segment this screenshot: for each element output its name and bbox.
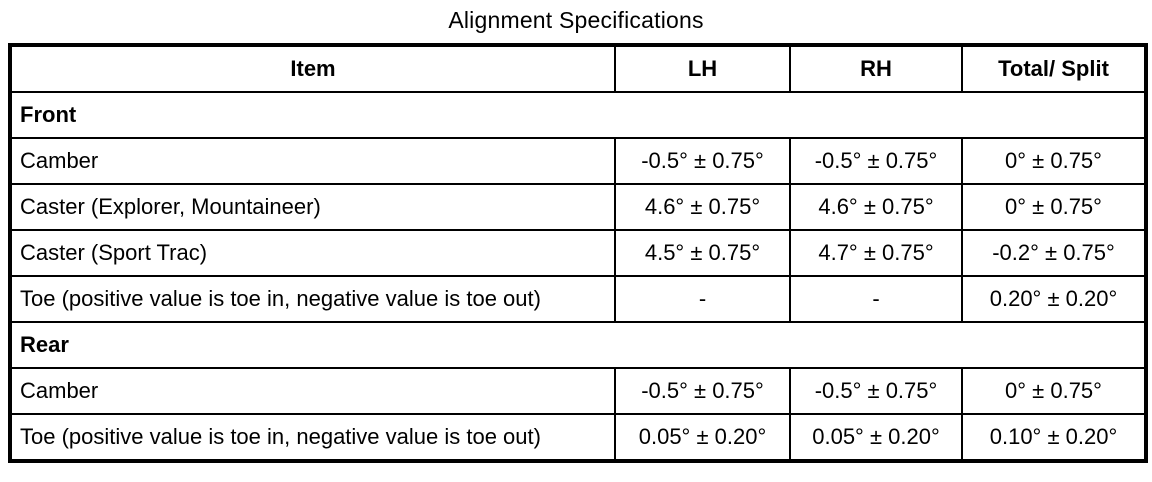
lh-cell: -0.5° ± 0.75° <box>614 367 791 415</box>
rh-cell: 4.6° ± 0.75° <box>789 183 963 231</box>
section-label-front: Front <box>9 91 1147 139</box>
rh-cell: - <box>789 275 963 323</box>
total-split-cell: 0° ± 0.75° <box>961 367 1147 415</box>
table-row: Caster (Explorer, Mountaineer) 4.6° ± 0.… <box>9 183 1147 231</box>
table-row: Toe (positive value is toe in, negative … <box>9 413 1147 462</box>
header-rh: RH <box>789 44 963 93</box>
total-split-cell: -0.2° ± 0.75° <box>961 229 1147 277</box>
rh-cell: 4.7° ± 0.75° <box>789 229 963 277</box>
item-cell: Toe (positive value is toe in, negative … <box>9 275 616 323</box>
table-row: Caster (Sport Trac) 4.5° ± 0.75° 4.7° ± … <box>9 229 1147 277</box>
rh-cell: -0.5° ± 0.75° <box>789 367 963 415</box>
page-title: Alignment Specifications <box>448 7 704 33</box>
item-cell: Camber <box>9 367 616 415</box>
item-cell: Camber <box>9 137 616 185</box>
rh-cell: -0.5° ± 0.75° <box>789 137 963 185</box>
header-item: Item <box>9 44 616 93</box>
item-cell: Caster (Explorer, Mountaineer) <box>9 183 616 231</box>
table-row: Camber -0.5° ± 0.75° -0.5° ± 0.75° 0° ± … <box>9 367 1147 415</box>
lh-cell: -0.5° ± 0.75° <box>614 137 791 185</box>
lh-cell: 0.05° ± 0.20° <box>614 413 791 462</box>
table-row: Toe (positive value is toe in, negative … <box>9 275 1147 323</box>
alignment-spec-table: Item LH RH Total/ Split Front Camber -0.… <box>8 43 1148 463</box>
header-row: Item LH RH Total/ Split <box>9 44 1147 93</box>
rh-cell: 0.05° ± 0.20° <box>789 413 963 462</box>
item-cell: Caster (Sport Trac) <box>9 229 616 277</box>
table-row: Camber -0.5° ± 0.75° -0.5° ± 0.75° 0° ± … <box>9 137 1147 185</box>
header-total-split: Total/ Split <box>961 44 1147 93</box>
section-row-rear: Rear <box>9 321 1147 369</box>
section-row-front: Front <box>9 91 1147 139</box>
total-split-cell: 0.10° ± 0.20° <box>961 413 1147 462</box>
total-split-cell: 0° ± 0.75° <box>961 137 1147 185</box>
item-cell: Toe (positive value is toe in, negative … <box>9 413 616 462</box>
lh-cell: - <box>614 275 791 323</box>
total-split-cell: 0.20° ± 0.20° <box>961 275 1147 323</box>
lh-cell: 4.6° ± 0.75° <box>614 183 791 231</box>
section-label-rear: Rear <box>9 321 1147 369</box>
header-lh: LH <box>614 44 791 93</box>
total-split-cell: 0° ± 0.75° <box>961 183 1147 231</box>
lh-cell: 4.5° ± 0.75° <box>614 229 791 277</box>
